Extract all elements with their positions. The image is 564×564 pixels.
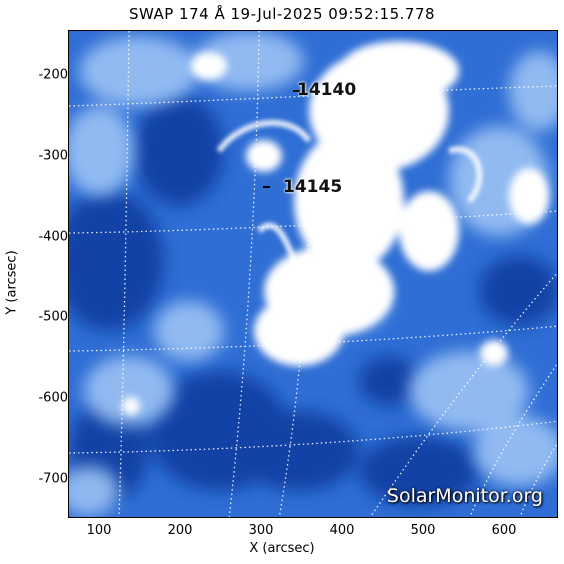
x-tick-label: 300 [248,523,274,538]
region-label-14145: 14145 [283,177,343,197]
coordinate-grid [69,31,557,517]
region-markers [263,90,300,188]
watermark: SolarMonitor.org [386,485,543,507]
x-tick-label: 500 [410,523,436,538]
x-axis-label: X (arcsec) [249,541,315,556]
x-tick-label: 100 [86,523,112,538]
y-tick-label: -200 [38,67,68,83]
image-title: SWAP 174 Å 19-Jul-2025 09:52:15.778 [128,5,436,23]
y-tick-label: -400 [38,229,68,245]
solar-image-panel[interactable]: 14140 14145 SolarMonitor.org [68,30,558,518]
x-tick-label: 600 [491,523,517,538]
y-tick-label: -500 [38,309,68,325]
euv-image [69,31,557,517]
region-label-14140: 14140 [297,80,357,100]
x-tick-label: 400 [329,523,355,538]
y-axis-label: Y (arcsec) [4,250,20,315]
y-tick-label: -600 [38,390,68,406]
y-tick-label: -300 [38,148,68,164]
x-tick-label: 200 [167,523,193,538]
y-tick-label: -700 [38,471,68,487]
